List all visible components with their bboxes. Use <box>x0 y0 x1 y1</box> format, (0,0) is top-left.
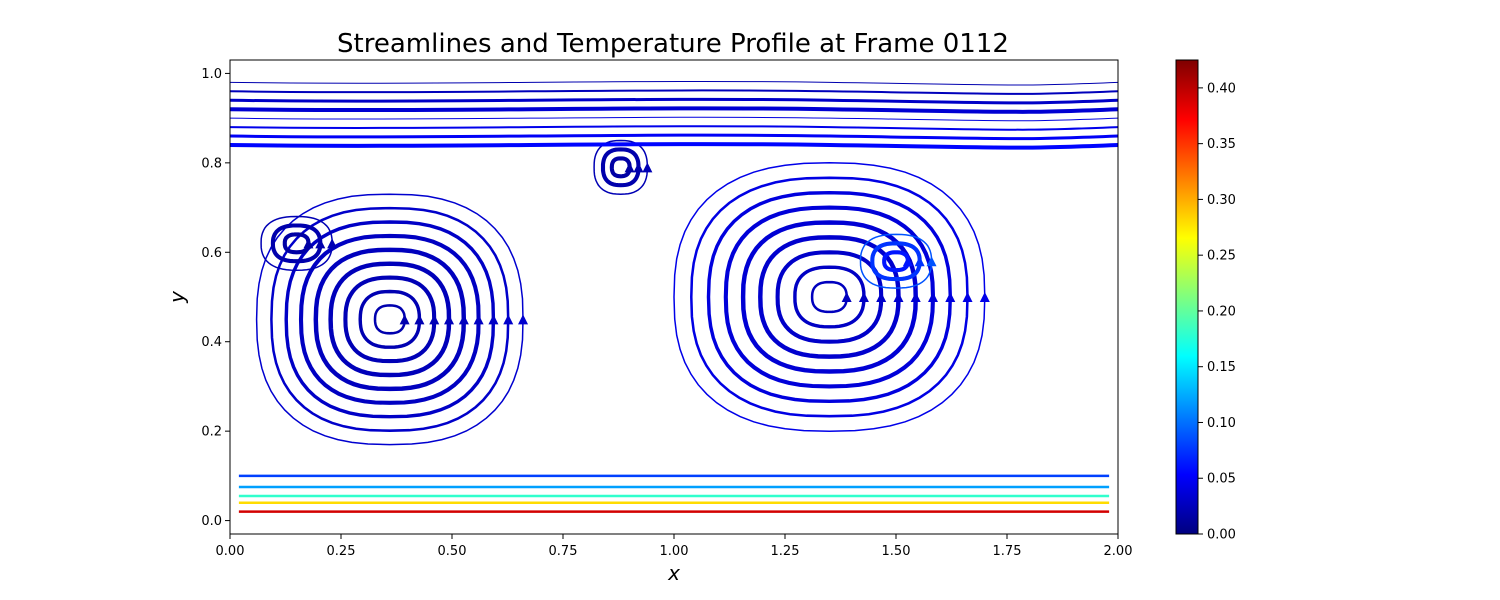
bottom-layers <box>238 474 1110 513</box>
x-axis-label: x <box>667 561 680 585</box>
streamline-arrow <box>979 292 990 302</box>
top-streamline <box>230 125 1118 131</box>
streamline-arrow <box>962 292 973 302</box>
colorbar-tick-label: 0.40 <box>1207 81 1236 96</box>
streamline <box>706 190 953 404</box>
streamline-arrow <box>642 162 653 173</box>
top-streamline <box>230 89 1118 95</box>
colorbar-tick-label: 0.35 <box>1207 137 1236 152</box>
streamline-arrow <box>414 314 425 325</box>
streamline <box>600 147 641 188</box>
plot-area <box>230 80 1118 513</box>
streamline <box>343 275 437 364</box>
streamline <box>740 220 918 374</box>
streamline <box>255 193 524 446</box>
streamline <box>758 235 901 359</box>
x-tick-label: 2.00 <box>1104 544 1133 559</box>
streamline-arrow <box>503 314 514 325</box>
colorbar-tick-label: 0.20 <box>1207 304 1236 319</box>
streamline-arrow <box>315 238 326 249</box>
streamline <box>270 223 323 264</box>
top-streamline <box>230 97 1118 105</box>
streamline-arrow <box>458 314 469 325</box>
top-streamline <box>230 80 1118 86</box>
colorbar-tick-label: 0.25 <box>1207 249 1236 264</box>
streamline <box>673 162 986 432</box>
streamline-arrow <box>945 292 956 302</box>
y-tick-label: 1.0 <box>201 67 222 82</box>
x-tick-label: 1.75 <box>993 544 1022 559</box>
x-tick-label: 1.25 <box>771 544 800 559</box>
top-streamline <box>230 133 1118 141</box>
streamline <box>775 250 884 344</box>
y-axis-label: y <box>165 290 189 304</box>
streamline-arrow <box>444 314 455 325</box>
x-axis: 0.00 0.25 0.50 0.75 1.00 1.25 1.50 1.75 2.00 <box>216 534 1133 559</box>
streamline-arrow <box>327 238 338 249</box>
colorbar-ticks: 0.00 0.05 0.10 0.15 0.20 0.25 0.30 0.35 0.40 <box>1198 81 1236 543</box>
streamline-arrow <box>399 314 410 325</box>
streamline-arrow <box>488 314 499 325</box>
streamline-arrow <box>624 162 635 173</box>
y-tick-label: 0.0 <box>201 514 222 529</box>
colorbar-tick-label: 0.15 <box>1207 360 1236 375</box>
streamline-arrow <box>876 292 887 302</box>
colorbar: 0.00 0.05 0.10 0.15 0.20 0.25 0.30 0.35 0.40 <box>1175 59 1236 543</box>
streamline-arrow <box>928 292 938 302</box>
streamline <box>609 156 632 179</box>
top-streamline <box>230 116 1118 122</box>
streamline <box>723 205 936 389</box>
colorbar-tick-label: 0.00 <box>1207 528 1236 543</box>
x-tick-label: 0.00 <box>216 544 245 559</box>
x-tick-label: 1.00 <box>660 544 689 559</box>
streamline <box>373 304 406 335</box>
streamline <box>859 233 933 289</box>
y-tick-label: 0.4 <box>201 335 222 350</box>
streamline <box>793 265 866 329</box>
x-tick-label: 0.25 <box>327 544 356 559</box>
streamline-arrow <box>841 292 852 302</box>
colorbar-bar <box>1175 59 1199 535</box>
streamline-arrow <box>518 314 529 325</box>
colorbar-tick-label: 0.30 <box>1207 193 1236 208</box>
streamline-arrow <box>858 292 869 302</box>
streamline <box>313 247 467 392</box>
streamline <box>358 289 422 349</box>
streamline <box>260 215 333 271</box>
x-tick-label: 0.75 <box>549 544 578 559</box>
y-tick-label: 0.2 <box>201 425 222 440</box>
streamlines <box>230 80 1118 446</box>
x-tick-label: 0.50 <box>438 544 467 559</box>
streamline <box>690 176 969 418</box>
y-tick-label: 0.6 <box>201 246 222 261</box>
streamline-arrow <box>926 256 937 267</box>
streamline <box>328 261 452 378</box>
streamline <box>298 233 481 405</box>
x-tick-label: 1.50 <box>882 544 911 559</box>
top-streamline <box>230 106 1118 114</box>
y-axis: 0.0 0.2 0.4 0.6 0.8 1.0 <box>201 67 230 529</box>
chart-title: Streamlines and Temperature Profile at F… <box>337 29 1009 59</box>
streamline <box>270 206 510 432</box>
colorbar-tick-label: 0.10 <box>1207 416 1236 431</box>
streamline-arrow <box>429 314 440 325</box>
top-streamline <box>230 142 1118 150</box>
streamline-arrow <box>914 256 925 267</box>
y-tick-label: 0.8 <box>201 156 222 171</box>
streamline <box>284 220 496 419</box>
colorbar-tick-label: 0.05 <box>1207 472 1236 487</box>
streamline <box>282 232 311 255</box>
streamline-arrow <box>473 314 484 325</box>
streamline-arrow <box>633 162 644 173</box>
streamline <box>810 280 848 314</box>
streamline-arrow <box>910 292 921 302</box>
streamline <box>882 250 910 273</box>
streamline <box>870 241 922 282</box>
streamline-arrow <box>893 292 904 302</box>
streamline-arrow <box>303 238 314 249</box>
streamline-arrow <box>902 256 913 267</box>
